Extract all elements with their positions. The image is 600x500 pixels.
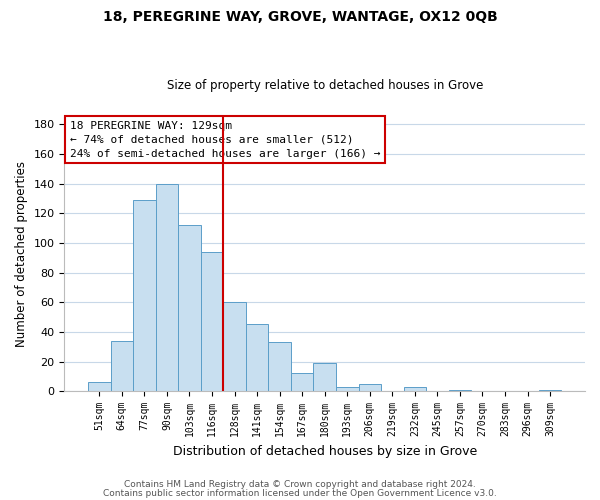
Bar: [223, 302, 246, 391]
Bar: [88, 382, 110, 391]
Bar: [268, 342, 291, 391]
Text: Contains public sector information licensed under the Open Government Licence v3: Contains public sector information licen…: [103, 488, 497, 498]
Y-axis label: Number of detached properties: Number of detached properties: [15, 161, 28, 347]
Bar: [404, 386, 426, 391]
Bar: [201, 252, 223, 391]
Text: 18, PEREGRINE WAY, GROVE, WANTAGE, OX12 0QB: 18, PEREGRINE WAY, GROVE, WANTAGE, OX12 …: [103, 10, 497, 24]
Bar: [449, 390, 471, 391]
Bar: [155, 184, 178, 391]
X-axis label: Distribution of detached houses by size in Grove: Distribution of detached houses by size …: [173, 444, 477, 458]
Text: 18 PEREGRINE WAY: 129sqm
← 74% of detached houses are smaller (512)
24% of semi-: 18 PEREGRINE WAY: 129sqm ← 74% of detach…: [70, 121, 380, 159]
Bar: [313, 363, 336, 391]
Bar: [110, 341, 133, 391]
Title: Size of property relative to detached houses in Grove: Size of property relative to detached ho…: [167, 79, 483, 92]
Text: Contains HM Land Registry data © Crown copyright and database right 2024.: Contains HM Land Registry data © Crown c…: [124, 480, 476, 489]
Bar: [246, 324, 268, 391]
Bar: [133, 200, 155, 391]
Bar: [539, 390, 562, 391]
Bar: [359, 384, 381, 391]
Bar: [291, 374, 313, 391]
Bar: [336, 386, 359, 391]
Bar: [178, 225, 201, 391]
